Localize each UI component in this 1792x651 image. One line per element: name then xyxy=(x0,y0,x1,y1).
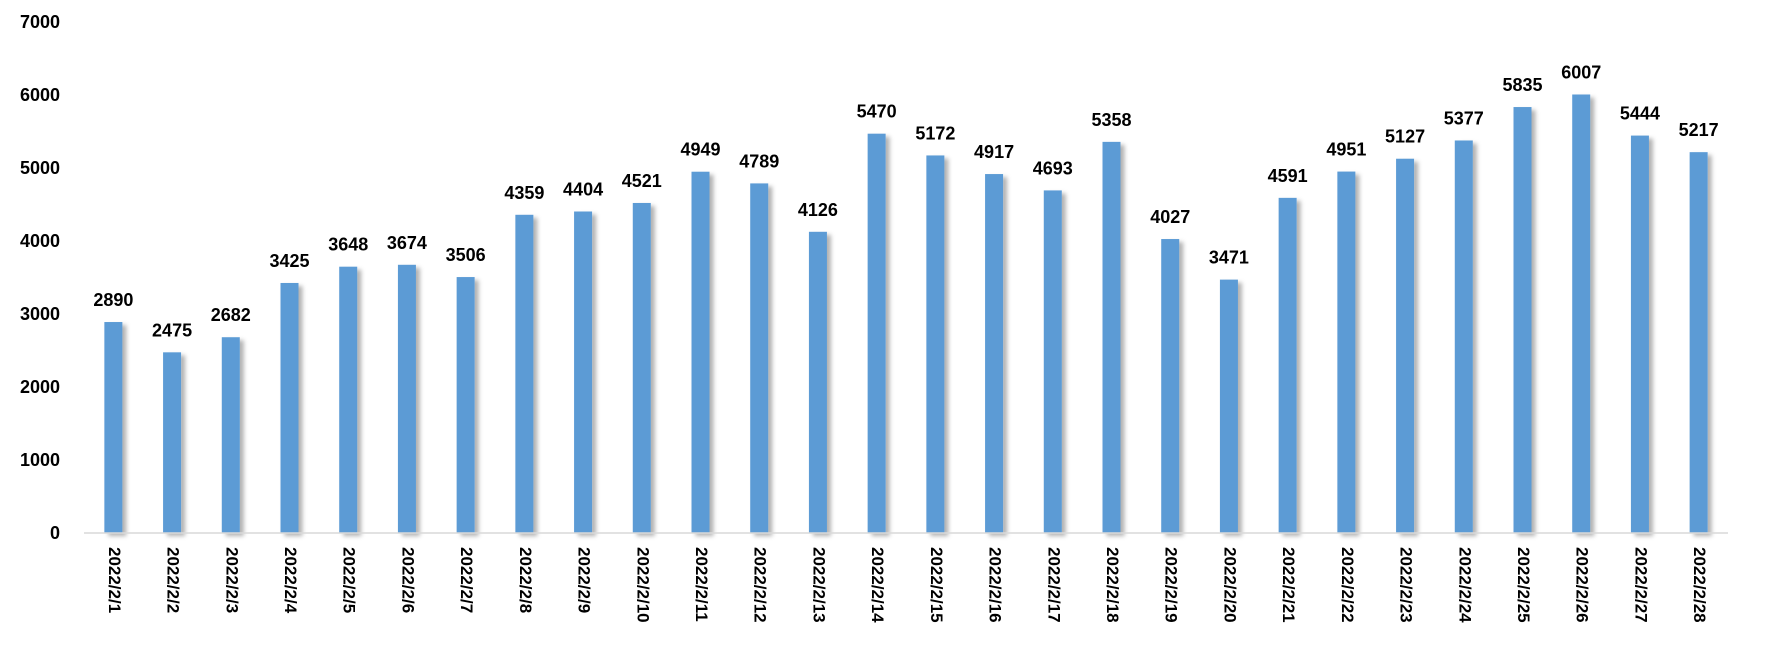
data-label: 2682 xyxy=(211,305,251,325)
bar xyxy=(1630,135,1649,533)
x-tick-label: 2022/2/8 xyxy=(516,547,535,613)
x-tick-label: 2022/2/3 xyxy=(222,547,241,613)
x-tick-label: 2022/2/4 xyxy=(281,547,300,614)
x-tick-label: 2022/2/11 xyxy=(692,547,711,622)
data-label: 4521 xyxy=(622,171,662,191)
bar xyxy=(985,174,1004,533)
x-tick-label: 2022/2/12 xyxy=(751,547,770,623)
y-tick-label: 7000 xyxy=(20,12,60,32)
y-tick-label: 0 xyxy=(50,523,60,543)
data-label: 4359 xyxy=(504,183,544,203)
data-label: 4693 xyxy=(1033,158,1073,178)
y-tick-label: 2000 xyxy=(20,377,60,397)
bar xyxy=(1278,197,1297,533)
data-label: 5444 xyxy=(1620,104,1660,124)
x-tick-label: 2022/2/27 xyxy=(1631,547,1650,623)
data-label: 4789 xyxy=(739,151,779,171)
x-tick-label: 2022/2/16 xyxy=(986,547,1005,623)
x-tick-label: 2022/2/6 xyxy=(398,547,417,613)
data-label: 3471 xyxy=(1209,248,1249,268)
x-tick-label: 2022/2/7 xyxy=(457,547,476,613)
x-tick-label: 2022/2/1 xyxy=(105,547,124,613)
bar xyxy=(1337,171,1356,533)
x-tick-label: 2022/2/15 xyxy=(927,547,946,623)
x-tick-label: 2022/2/26 xyxy=(1573,547,1592,623)
bar xyxy=(1572,94,1591,533)
data-label: 5358 xyxy=(1091,110,1131,130)
x-tick-label: 2022/2/24 xyxy=(1455,547,1474,623)
x-tick-label: 2022/2/5 xyxy=(340,547,359,613)
x-axis: 2022/2/1 2022/2/2 2022/2/3 2022/2/4 2022/2/5… xyxy=(105,547,1709,623)
data-label: 4917 xyxy=(974,142,1014,162)
y-tick-label: 4000 xyxy=(20,231,60,251)
bar xyxy=(691,171,710,533)
data-label: 6007 xyxy=(1561,62,1601,82)
bar xyxy=(339,266,358,533)
bar xyxy=(1043,190,1062,533)
x-tick-label: 2022/2/22 xyxy=(1338,547,1357,623)
data-label: 2475 xyxy=(152,320,192,340)
x-tick-label: 2022/2/2 xyxy=(164,547,183,613)
data-label: 5127 xyxy=(1385,127,1425,147)
x-tick-label: 2022/2/25 xyxy=(1514,547,1533,623)
bar xyxy=(104,322,123,533)
bar xyxy=(515,214,534,533)
x-tick-label: 2022/2/19 xyxy=(1162,547,1181,623)
bar xyxy=(221,337,240,533)
data-label: 2890 xyxy=(93,290,133,310)
bar xyxy=(808,231,827,533)
bar xyxy=(1219,279,1238,533)
data-label: 4949 xyxy=(680,140,720,160)
x-tick-label: 2022/2/17 xyxy=(1044,547,1063,623)
bar xyxy=(750,183,769,533)
data-label: 5217 xyxy=(1679,120,1719,140)
y-tick-label: 5000 xyxy=(20,158,60,178)
x-tick-label: 2022/2/9 xyxy=(575,547,594,613)
bar xyxy=(1102,141,1121,533)
y-axis: 0 1000 2000 3000 4000 5000 6000 7000 xyxy=(20,12,60,543)
data-label: 3425 xyxy=(269,251,309,271)
bar xyxy=(280,282,299,533)
bar xyxy=(397,264,416,533)
x-tick-label: 2022/2/14 xyxy=(868,547,887,623)
data-label: 3506 xyxy=(446,245,486,265)
bar xyxy=(867,133,886,533)
bar xyxy=(1689,152,1708,533)
bar xyxy=(1454,140,1473,533)
bar xyxy=(632,202,651,534)
bar xyxy=(1396,158,1415,533)
data-label: 4591 xyxy=(1268,166,1308,186)
bar xyxy=(574,211,593,533)
x-tick-label: 2022/2/23 xyxy=(1397,547,1416,623)
y-tick-label: 1000 xyxy=(20,450,60,470)
data-label: 5470 xyxy=(857,102,897,122)
y-tick-label: 6000 xyxy=(20,85,60,105)
data-label: 4951 xyxy=(1326,140,1366,160)
data-label: 5377 xyxy=(1444,108,1484,128)
x-tick-label: 2022/2/20 xyxy=(1220,547,1239,623)
data-label: 3648 xyxy=(328,235,368,255)
x-tick-label: 2022/2/28 xyxy=(1690,547,1709,623)
data-label: 5172 xyxy=(915,123,955,143)
y-tick-label: 3000 xyxy=(20,304,60,324)
data-label: 4027 xyxy=(1150,207,1190,227)
bar xyxy=(926,155,945,533)
data-label: 4126 xyxy=(798,200,838,220)
x-tick-label: 2022/2/13 xyxy=(809,547,828,623)
x-tick-label: 2022/2/18 xyxy=(1103,547,1122,623)
x-tick-label: 2022/2/21 xyxy=(1279,547,1298,623)
bar xyxy=(1161,239,1180,534)
data-label: 5835 xyxy=(1502,75,1542,95)
bar xyxy=(1513,107,1532,534)
bar xyxy=(456,277,475,533)
x-tick-label: 2022/2/10 xyxy=(633,547,652,623)
data-labels: 2890 2475 2682 3425 3648 3674 3506 4359 4404 4521… xyxy=(93,62,1718,340)
data-label: 4404 xyxy=(563,180,603,200)
bar-series xyxy=(104,94,1708,534)
data-label: 3674 xyxy=(387,233,427,253)
bar xyxy=(163,352,182,533)
